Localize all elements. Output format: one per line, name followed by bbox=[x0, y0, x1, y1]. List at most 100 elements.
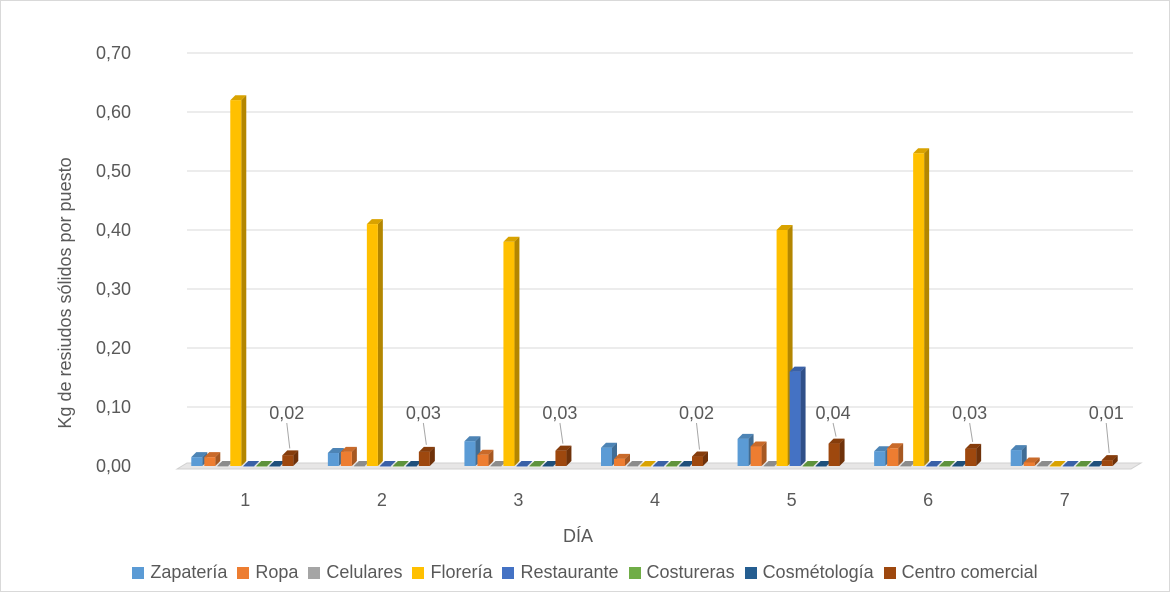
bar bbox=[789, 366, 806, 466]
data-label: 0,02 bbox=[269, 403, 304, 423]
bar bbox=[887, 443, 904, 466]
legend-label: Ropa bbox=[255, 562, 299, 582]
bar bbox=[965, 443, 982, 466]
bar bbox=[828, 438, 845, 466]
legend-label: Costureras bbox=[646, 562, 735, 582]
bar bbox=[815, 461, 832, 467]
legend-label: Zapatería bbox=[150, 562, 228, 582]
data-labels: 0,02 0,03 0,03 0,02 0,04 0,03 0,01 bbox=[269, 403, 1124, 454]
x-tick-label: 3 bbox=[513, 490, 523, 510]
bar bbox=[555, 445, 572, 466]
legend-swatch bbox=[883, 566, 896, 579]
x-axis-title: DÍA bbox=[563, 526, 593, 546]
y-tick-label: 0,70 bbox=[96, 43, 131, 63]
y-tick-label: 0,20 bbox=[96, 338, 131, 358]
x-tick-label: 4 bbox=[650, 490, 660, 510]
bar bbox=[490, 461, 507, 467]
bar bbox=[366, 219, 383, 466]
gridlines bbox=[175, 52, 1143, 470]
y-tick-label: 0,40 bbox=[96, 220, 131, 240]
data-label: 0,01 bbox=[1089, 403, 1124, 423]
legend-swatch bbox=[628, 566, 641, 579]
leader-line bbox=[559, 422, 564, 444]
bar bbox=[802, 461, 819, 467]
bar bbox=[243, 461, 260, 467]
legend-label: Restaurante bbox=[520, 562, 619, 582]
bar-chart: 0,02 0,03 0,03 0,02 0,04 0,03 0,01 0,00 0,10 0,2… bbox=[55, 43, 1143, 546]
data-label: 0,03 bbox=[952, 403, 987, 423]
legend-label: Florería bbox=[430, 562, 493, 582]
bar bbox=[516, 461, 533, 467]
bar bbox=[217, 461, 234, 467]
legend-item: Centro comercial bbox=[883, 562, 1038, 583]
y-tick-label: 0,30 bbox=[96, 279, 131, 299]
legend-swatch bbox=[237, 566, 250, 579]
bar bbox=[477, 449, 494, 466]
legend-swatch bbox=[744, 566, 757, 579]
y-tick-label: 0,50 bbox=[96, 161, 131, 181]
x-tick-label: 2 bbox=[377, 490, 387, 510]
legend-item: Celulares bbox=[308, 562, 402, 583]
x-tick-label: 5 bbox=[787, 490, 797, 510]
y-tick-label: 0,60 bbox=[96, 102, 131, 122]
bar bbox=[418, 446, 435, 466]
leader-line bbox=[286, 422, 291, 449]
legend-swatch bbox=[412, 566, 425, 579]
legend-label: Celulares bbox=[326, 562, 403, 582]
leader-line bbox=[1105, 422, 1110, 454]
bar bbox=[405, 461, 422, 467]
legend-label: Centro comercial bbox=[901, 562, 1038, 582]
data-label: 0,04 bbox=[816, 403, 851, 423]
legend-label: Cosmétología bbox=[762, 562, 874, 582]
bar bbox=[1062, 461, 1079, 467]
bar bbox=[666, 461, 682, 467]
bar bbox=[353, 461, 370, 467]
legend-item: Cosmétología bbox=[744, 562, 874, 583]
bar bbox=[900, 461, 917, 467]
bar bbox=[230, 95, 247, 466]
data-label: 0,02 bbox=[679, 403, 714, 423]
data-label: 0,03 bbox=[542, 403, 577, 423]
legend-item: Ropa bbox=[237, 562, 298, 583]
bar bbox=[1075, 461, 1092, 467]
legend-swatch bbox=[308, 566, 321, 579]
bar bbox=[1036, 461, 1053, 467]
bar bbox=[679, 461, 695, 467]
bar bbox=[379, 461, 396, 467]
bar bbox=[627, 461, 643, 467]
legend: Zapatería Ropa Celulares Florería Restaurant… bbox=[0, 562, 1170, 583]
bar bbox=[256, 461, 273, 467]
bar bbox=[1023, 457, 1040, 466]
bar bbox=[939, 461, 956, 467]
bar bbox=[269, 461, 286, 467]
bar bbox=[1010, 445, 1027, 466]
data-label: 0,03 bbox=[406, 403, 441, 423]
leader-line bbox=[969, 422, 974, 442]
bar bbox=[640, 461, 656, 467]
bar bbox=[392, 461, 409, 467]
bar bbox=[913, 148, 930, 467]
bar bbox=[529, 461, 546, 467]
bar bbox=[926, 461, 943, 467]
x-tick-label: 7 bbox=[1060, 490, 1070, 510]
bar bbox=[503, 236, 520, 466]
bar bbox=[653, 461, 669, 467]
bar bbox=[464, 436, 481, 466]
legend-item: Zapatería bbox=[132, 562, 227, 583]
legend-item: Restaurante bbox=[502, 562, 619, 583]
leader-line bbox=[696, 422, 700, 450]
bar bbox=[692, 451, 708, 466]
y-tick-label: 0,00 bbox=[96, 456, 131, 476]
bars bbox=[191, 95, 1118, 467]
legend-swatch bbox=[502, 566, 515, 579]
y-tick-label: 0,10 bbox=[96, 397, 131, 417]
bar bbox=[1101, 455, 1118, 466]
bar bbox=[1088, 461, 1105, 467]
leader-line bbox=[832, 422, 837, 437]
bar bbox=[952, 461, 969, 467]
bar bbox=[614, 453, 630, 466]
legend-item: Florería bbox=[412, 562, 492, 583]
x-tick-label: 1 bbox=[240, 490, 250, 510]
bar bbox=[282, 450, 299, 466]
